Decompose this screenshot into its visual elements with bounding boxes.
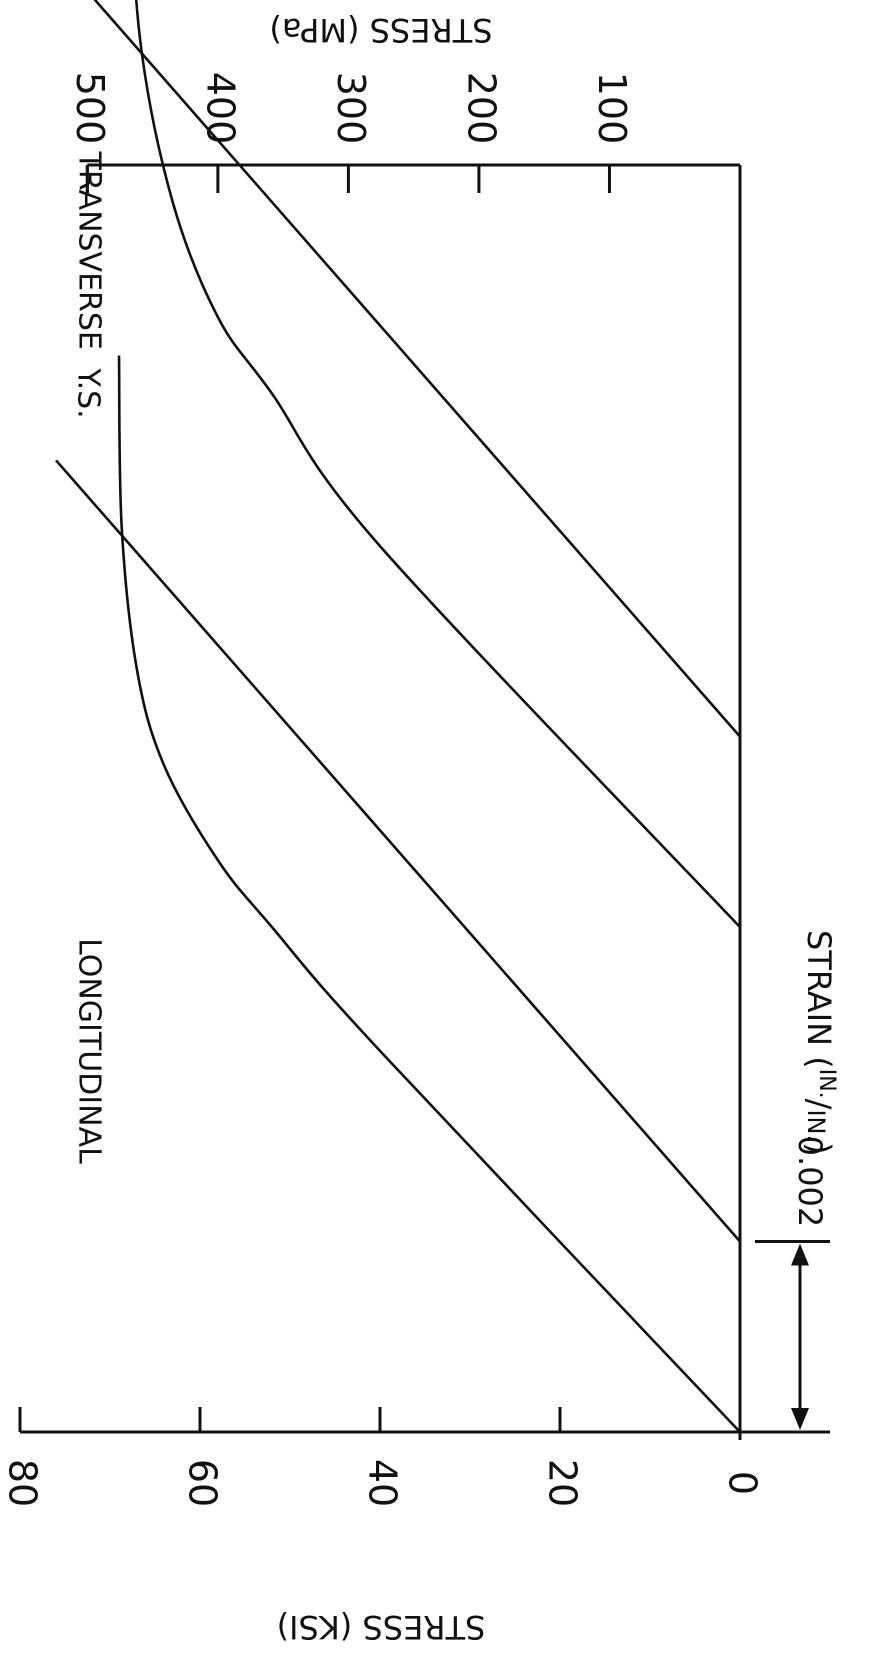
labels: 0 20 40 60 80 STRESS (KSI) 100 200 300 400 500 STRE… (1, 11, 840, 1646)
transverse-stress-strain-curve (134, 0, 741, 928)
mpa-tick-label: 500 (68, 72, 112, 145)
mpa-tick-label: 200 (459, 72, 503, 145)
longitudinal-stress-strain-curve (117, 355, 741, 1433)
ksi-tick-label: 80 (1, 1459, 45, 1507)
strain-axis-title: STRAIN (IN./IN.) (800, 930, 839, 1155)
dimension-label: 0.002 (791, 1136, 829, 1228)
longitudinal-ys-label: Y.S. (71, 367, 106, 418)
ksi-axis-title: STRESS (KSI) (277, 1608, 486, 1646)
mpa-tick-label: 400 (198, 72, 242, 145)
ksi-tick-label: 60 (181, 1459, 225, 1507)
transverse-title: TRANSVERSE (72, 151, 107, 350)
ksi-tick-label: 20 (541, 1459, 585, 1507)
longitudinal-title: LONGITUDINAL (72, 938, 107, 1164)
ksi-tick-label: 0 (721, 1471, 765, 1495)
mpa-tick-label: 300 (329, 72, 373, 145)
axes (18, 163, 830, 1440)
dimension-arrow-down (791, 1408, 809, 1430)
transverse-offset-line (93, 0, 741, 738)
mpa-tick-label: 100 (590, 72, 634, 145)
curves (55, 0, 741, 1433)
ksi-tick-label: 40 (361, 1459, 405, 1507)
mpa-axis-title: STRESS (MPa) (269, 11, 492, 49)
dimension-arrow-up (791, 1243, 809, 1266)
longitudinal-offset-line (55, 459, 741, 1243)
